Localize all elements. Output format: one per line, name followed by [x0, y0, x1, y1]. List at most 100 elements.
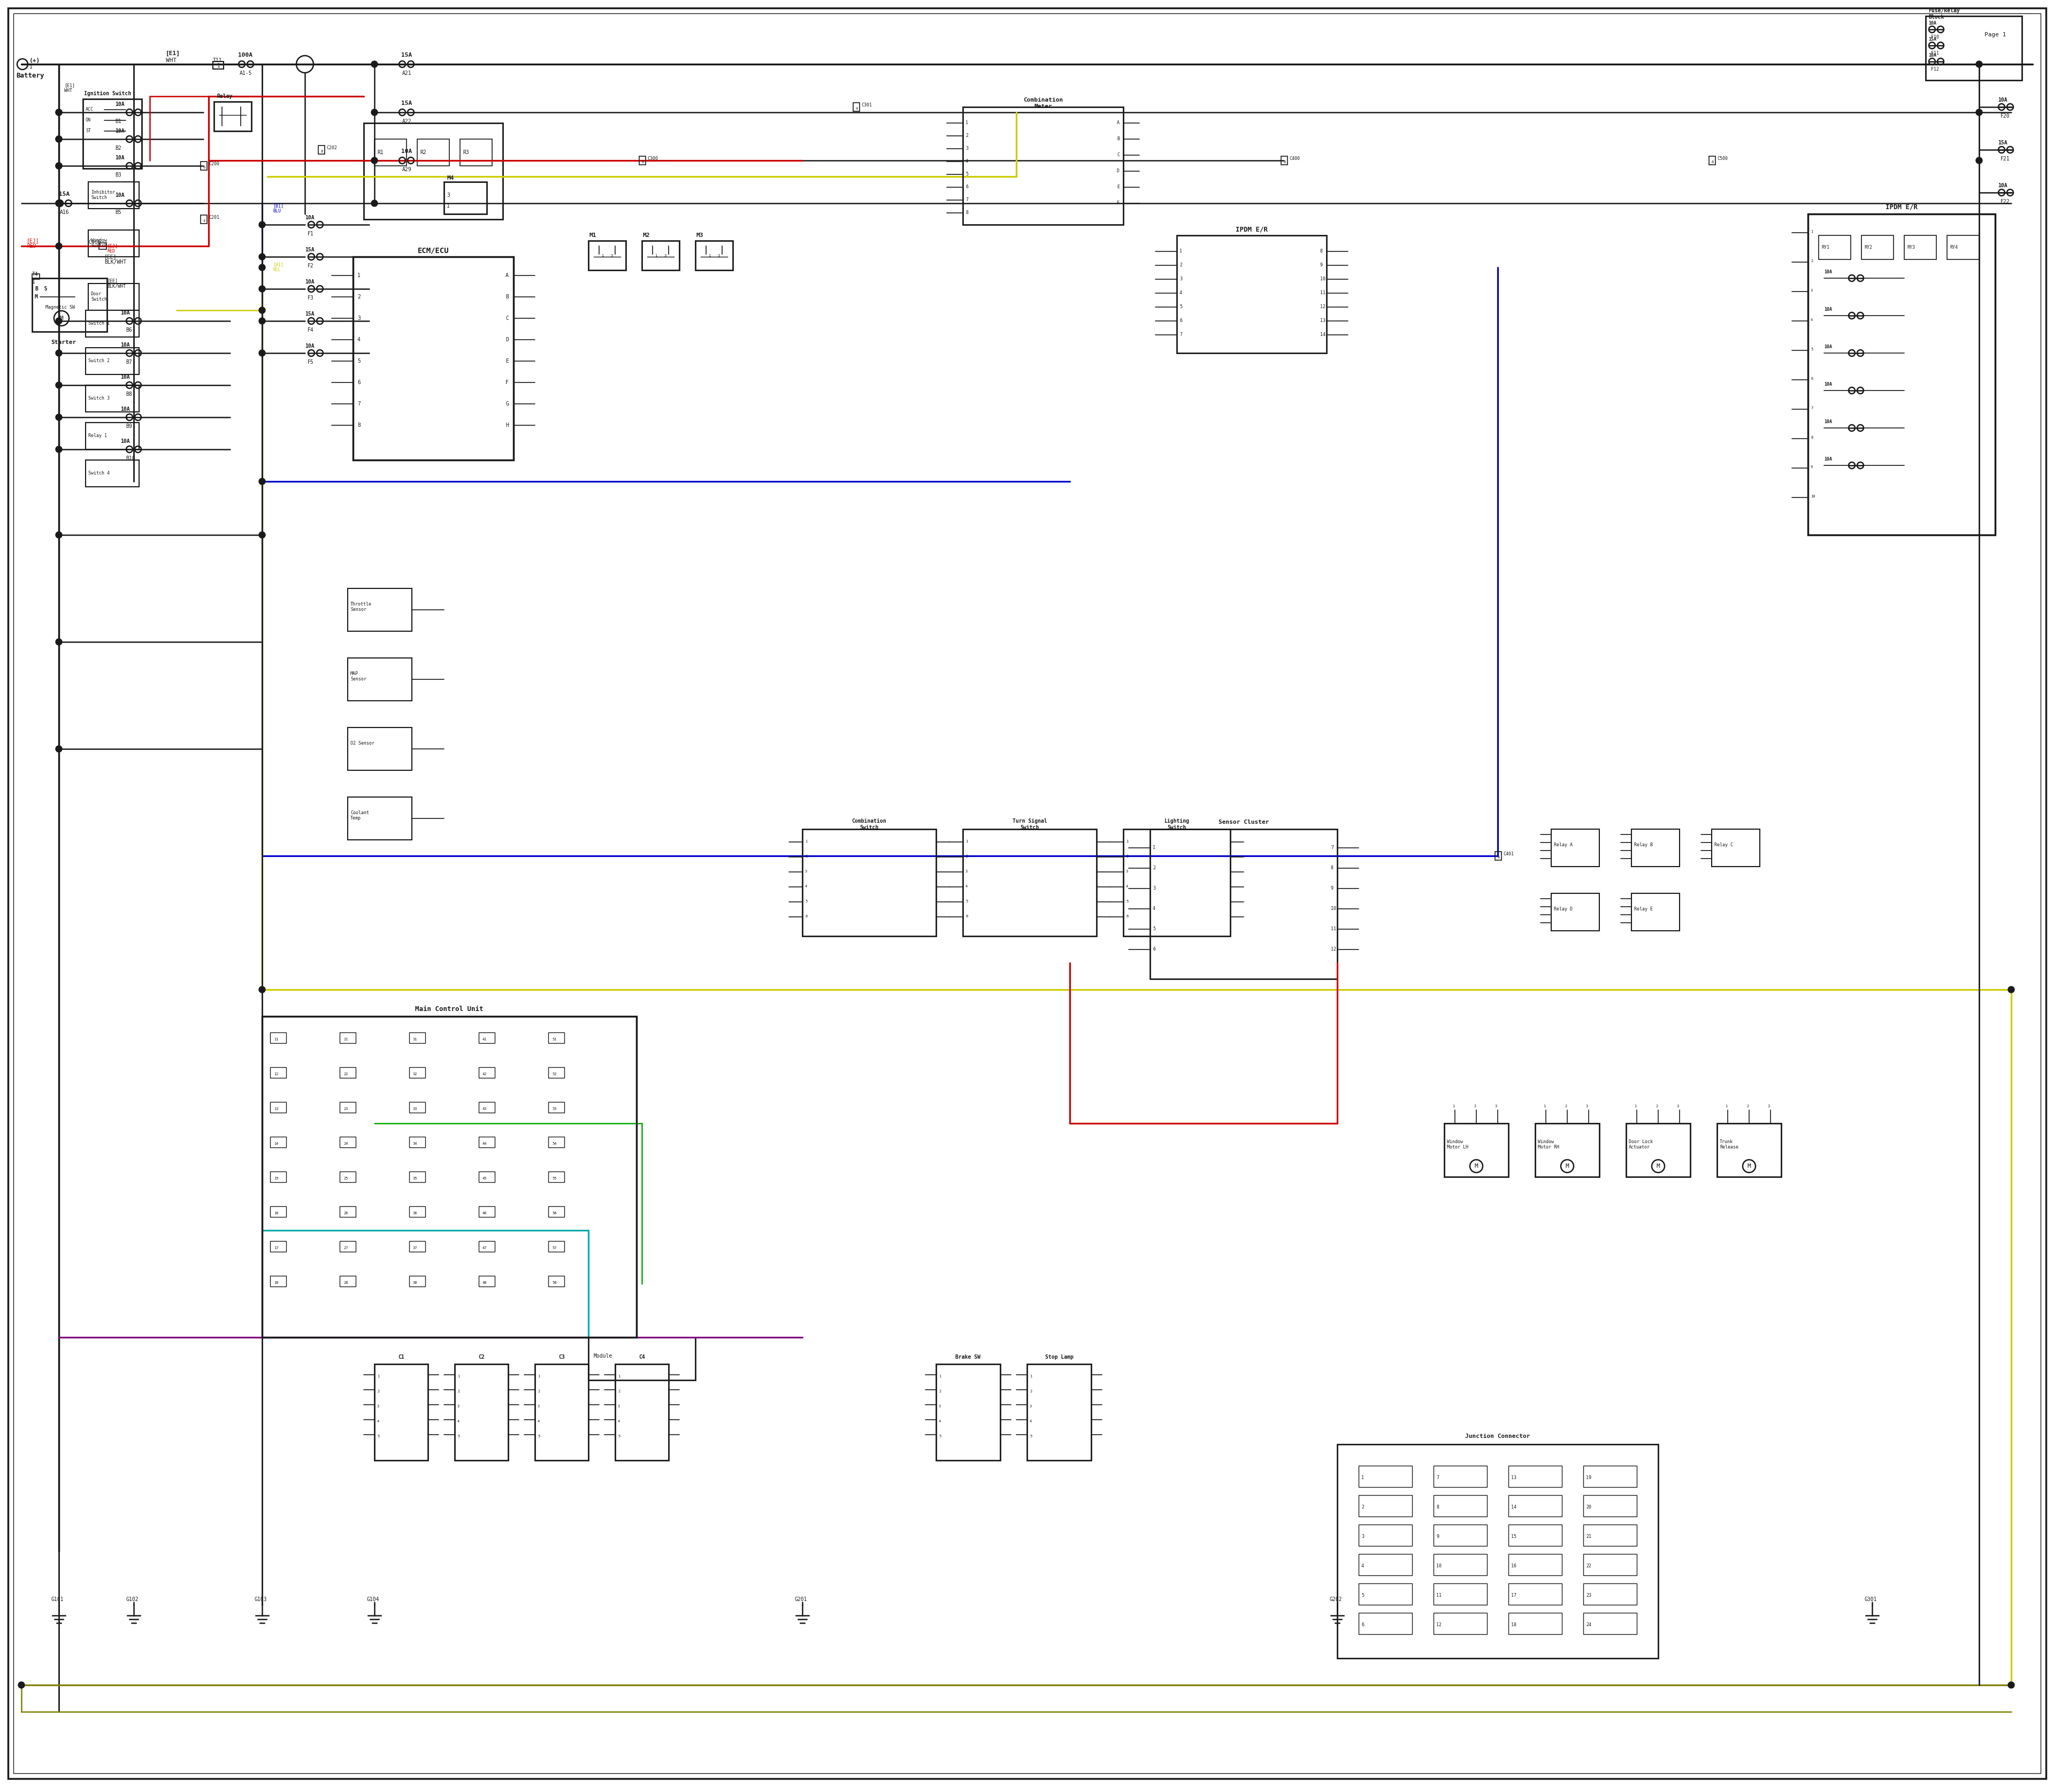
- Bar: [1808, 213, 1994, 536]
- Text: RY1: RY1: [1822, 246, 1830, 249]
- Text: 6: 6: [1812, 376, 1814, 380]
- Text: G202: G202: [1329, 1597, 1341, 1602]
- Text: Fuse/Relay
Block: Fuse/Relay Block: [1929, 7, 1960, 20]
- Text: 34: 34: [413, 1142, 417, 1145]
- Circle shape: [1976, 109, 1982, 115]
- Text: 1: 1: [357, 272, 359, 278]
- Circle shape: [259, 285, 265, 292]
- Circle shape: [55, 349, 62, 357]
- Text: 15A: 15A: [1999, 140, 2007, 145]
- Bar: [696, 240, 733, 271]
- Text: (+): (+): [29, 57, 41, 63]
- Circle shape: [18, 1683, 25, 1688]
- Text: A1-5: A1-5: [240, 70, 253, 75]
- Bar: [86, 423, 140, 450]
- Text: G104: G104: [366, 1597, 380, 1602]
- Text: 28: 28: [343, 1281, 347, 1285]
- Bar: [86, 385, 140, 412]
- Text: [EJ]
RED: [EJ] RED: [107, 244, 117, 254]
- Bar: [937, 1364, 1000, 1460]
- Bar: [263, 1016, 637, 1337]
- Text: 5: 5: [965, 172, 967, 177]
- Text: C1: C1: [398, 1355, 405, 1360]
- Text: 36: 36: [413, 1211, 417, 1215]
- Text: 5: 5: [805, 900, 807, 903]
- Text: 5: 5: [618, 1435, 620, 1437]
- Text: 10A: 10A: [121, 407, 129, 412]
- Text: 48: 48: [483, 1281, 487, 1285]
- Text: G: G: [505, 401, 509, 407]
- Text: 1: 1: [939, 1374, 941, 1378]
- Bar: [347, 588, 413, 631]
- Text: Combination
Switch: Combination Switch: [852, 819, 887, 830]
- Text: 10A: 10A: [401, 149, 413, 154]
- Text: 14: 14: [1321, 332, 1325, 337]
- Text: 5: 5: [458, 1435, 460, 1437]
- Text: 7: 7: [1812, 407, 1814, 410]
- Bar: [88, 229, 140, 256]
- Text: 5: 5: [1126, 900, 1128, 903]
- Text: 5: 5: [1179, 305, 1183, 310]
- Bar: [271, 1068, 286, 1077]
- Bar: [33, 278, 107, 332]
- Text: 10A: 10A: [1824, 306, 1832, 312]
- Bar: [214, 102, 251, 131]
- Text: 7: 7: [1436, 1475, 1440, 1480]
- Circle shape: [55, 163, 62, 168]
- Text: F20: F20: [2001, 113, 2011, 118]
- Text: F1: F1: [308, 231, 314, 237]
- Text: B: B: [1117, 136, 1119, 142]
- Text: RED: RED: [27, 244, 37, 249]
- Circle shape: [55, 109, 62, 115]
- Bar: [1709, 156, 1715, 165]
- Text: 10A: 10A: [304, 344, 314, 349]
- Bar: [1358, 1495, 1413, 1516]
- Circle shape: [55, 136, 62, 142]
- Text: C: C: [505, 315, 509, 321]
- Text: 33: 33: [413, 1107, 417, 1111]
- Text: 4: 4: [965, 159, 967, 163]
- Text: 19: 19: [1586, 1475, 1592, 1480]
- Bar: [1434, 1525, 1487, 1546]
- Text: 15A: 15A: [1929, 38, 1937, 41]
- Bar: [479, 1206, 495, 1217]
- Bar: [548, 1276, 565, 1287]
- Text: 51: 51: [553, 1038, 557, 1041]
- Text: 10A: 10A: [121, 310, 129, 315]
- Text: 4: 4: [1362, 1564, 1364, 1568]
- Text: R2: R2: [419, 151, 425, 156]
- Text: M1: M1: [589, 233, 596, 238]
- Text: 2: 2: [1362, 1505, 1364, 1509]
- Bar: [86, 310, 140, 337]
- Text: B2: B2: [115, 145, 121, 151]
- Bar: [587, 240, 626, 271]
- Text: 2: 2: [357, 294, 359, 299]
- Text: 10A: 10A: [1929, 54, 1937, 57]
- Text: 3: 3: [618, 1405, 620, 1409]
- Text: Door Lock
Actuator: Door Lock Actuator: [1629, 1140, 1653, 1150]
- Text: RY3: RY3: [1906, 246, 1914, 249]
- Text: 6: 6: [1179, 319, 1183, 323]
- Text: A22: A22: [403, 118, 411, 124]
- Bar: [1627, 1124, 1690, 1177]
- Bar: [1717, 1124, 1781, 1177]
- Bar: [271, 1242, 286, 1253]
- Text: 43: 43: [483, 1107, 487, 1111]
- Text: 16: 16: [273, 1211, 279, 1215]
- Bar: [1508, 1554, 1561, 1575]
- Text: 6: 6: [1711, 161, 1713, 163]
- Text: 17: 17: [1512, 1593, 1516, 1598]
- Text: 14: 14: [1512, 1505, 1516, 1509]
- Text: C201: C201: [210, 215, 220, 220]
- Text: Relay E: Relay E: [1635, 907, 1653, 912]
- Text: 3: 3: [1812, 289, 1814, 292]
- Bar: [271, 1276, 286, 1287]
- Text: 3: 3: [1029, 1405, 1031, 1409]
- Bar: [409, 1242, 425, 1253]
- Text: 10A: 10A: [121, 375, 129, 380]
- Text: 5: 5: [378, 1435, 380, 1437]
- Text: 15: 15: [1512, 1534, 1516, 1539]
- Text: B1: B1: [115, 118, 121, 124]
- Bar: [1927, 16, 2021, 81]
- Circle shape: [259, 222, 265, 228]
